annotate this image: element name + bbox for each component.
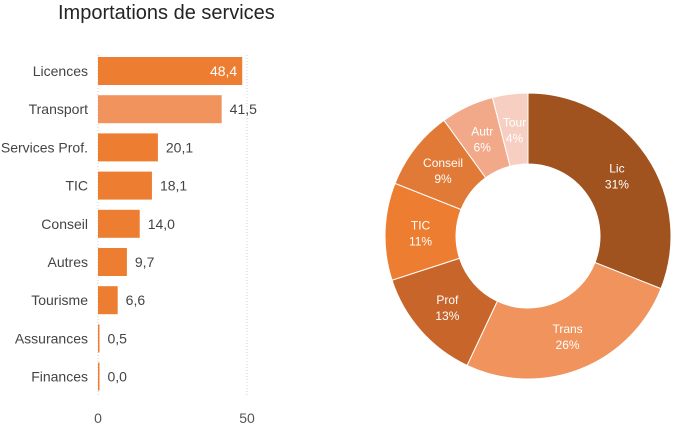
data-label: 41,5 [230,101,257,117]
chart-title: Importations de services [58,2,275,24]
donut-slice[interactable] [527,92,672,290]
slice-label: Autr [471,125,493,139]
category-label: Conseil [41,216,88,232]
bar[interactable] [98,286,118,315]
bar[interactable] [98,171,152,200]
slice-label: Prof [436,293,459,307]
slice-label: Lic [609,162,624,176]
category-label: Transport [29,101,89,117]
bar[interactable] [98,133,158,162]
data-label: 9,7 [135,254,155,270]
category-label: TIC [65,178,88,194]
slice-percent: 11% [409,235,432,249]
donut-slice[interactable] [491,92,529,167]
data-label: 14,0 [148,216,175,232]
tick-label: 50 [239,410,255,426]
tick-label: 0 [94,410,102,426]
bar[interactable] [98,324,100,353]
slice-percent: 6% [474,141,492,155]
data-label: 18,1 [160,178,187,194]
slice-percent: 13% [435,309,459,323]
category-label: Autres [48,254,88,270]
bar[interactable] [98,57,243,85]
category-label: Licences [33,63,88,79]
category-label: Services Prof. [1,139,88,155]
bar-chart: Licences 48,4 Transport 41,5 Services Prof. 2… [1,55,257,426]
bar[interactable] [98,95,222,124]
slice-label: Trans [552,322,582,336]
slice-label: Conseil [423,156,463,170]
slice-percent: 31% [605,178,629,192]
slice-label: Tour [503,115,526,129]
data-label: 48,4 [210,63,237,79]
donut-slice[interactable] [466,261,662,380]
category-label: Finances [31,369,88,385]
slice-percent: 4% [506,131,524,145]
data-label: 0,5 [108,330,128,346]
slice-percent: 9% [434,172,452,186]
slice-percent: 26% [556,338,580,352]
bar[interactable] [98,362,100,391]
bar[interactable] [98,248,127,276]
category-label: Assurances [15,330,88,346]
data-label: 0,0 [108,369,128,385]
category-label: Tourisme [31,292,88,308]
bar[interactable] [98,209,140,238]
data-label: 20,1 [166,139,193,155]
slice-label: TIC [411,219,431,233]
data-label: 6,6 [126,292,146,308]
